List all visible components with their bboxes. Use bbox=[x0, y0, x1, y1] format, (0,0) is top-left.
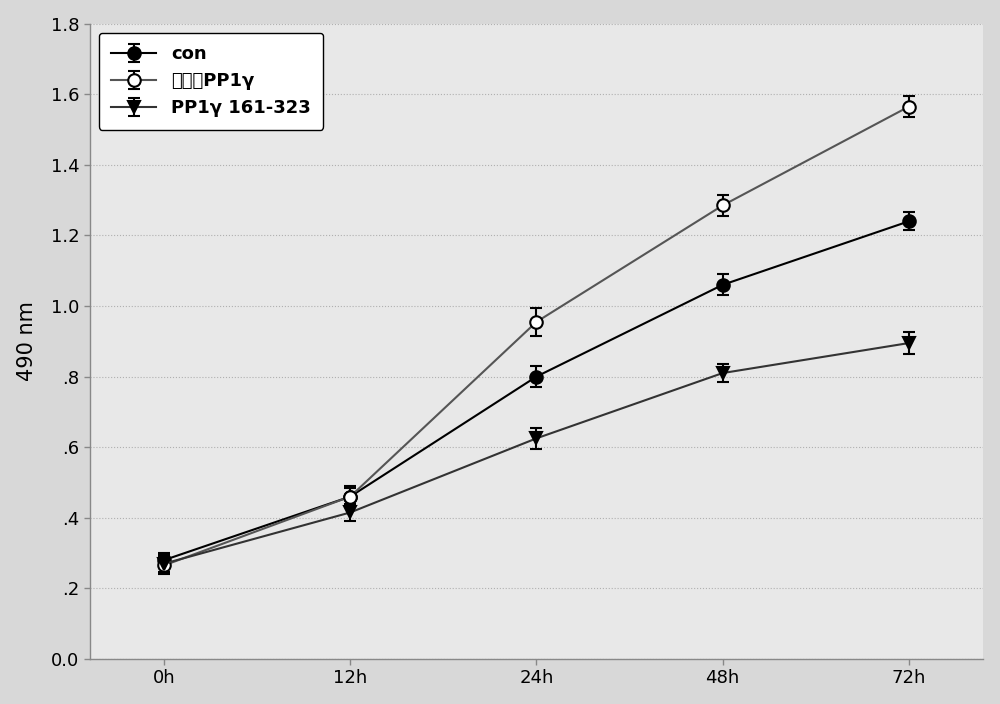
Y-axis label: 490 nm: 490 nm bbox=[17, 301, 37, 382]
Legend: con, 野生型PP1γ, PP1γ 161-323: con, 野生型PP1γ, PP1γ 161-323 bbox=[99, 32, 323, 130]
